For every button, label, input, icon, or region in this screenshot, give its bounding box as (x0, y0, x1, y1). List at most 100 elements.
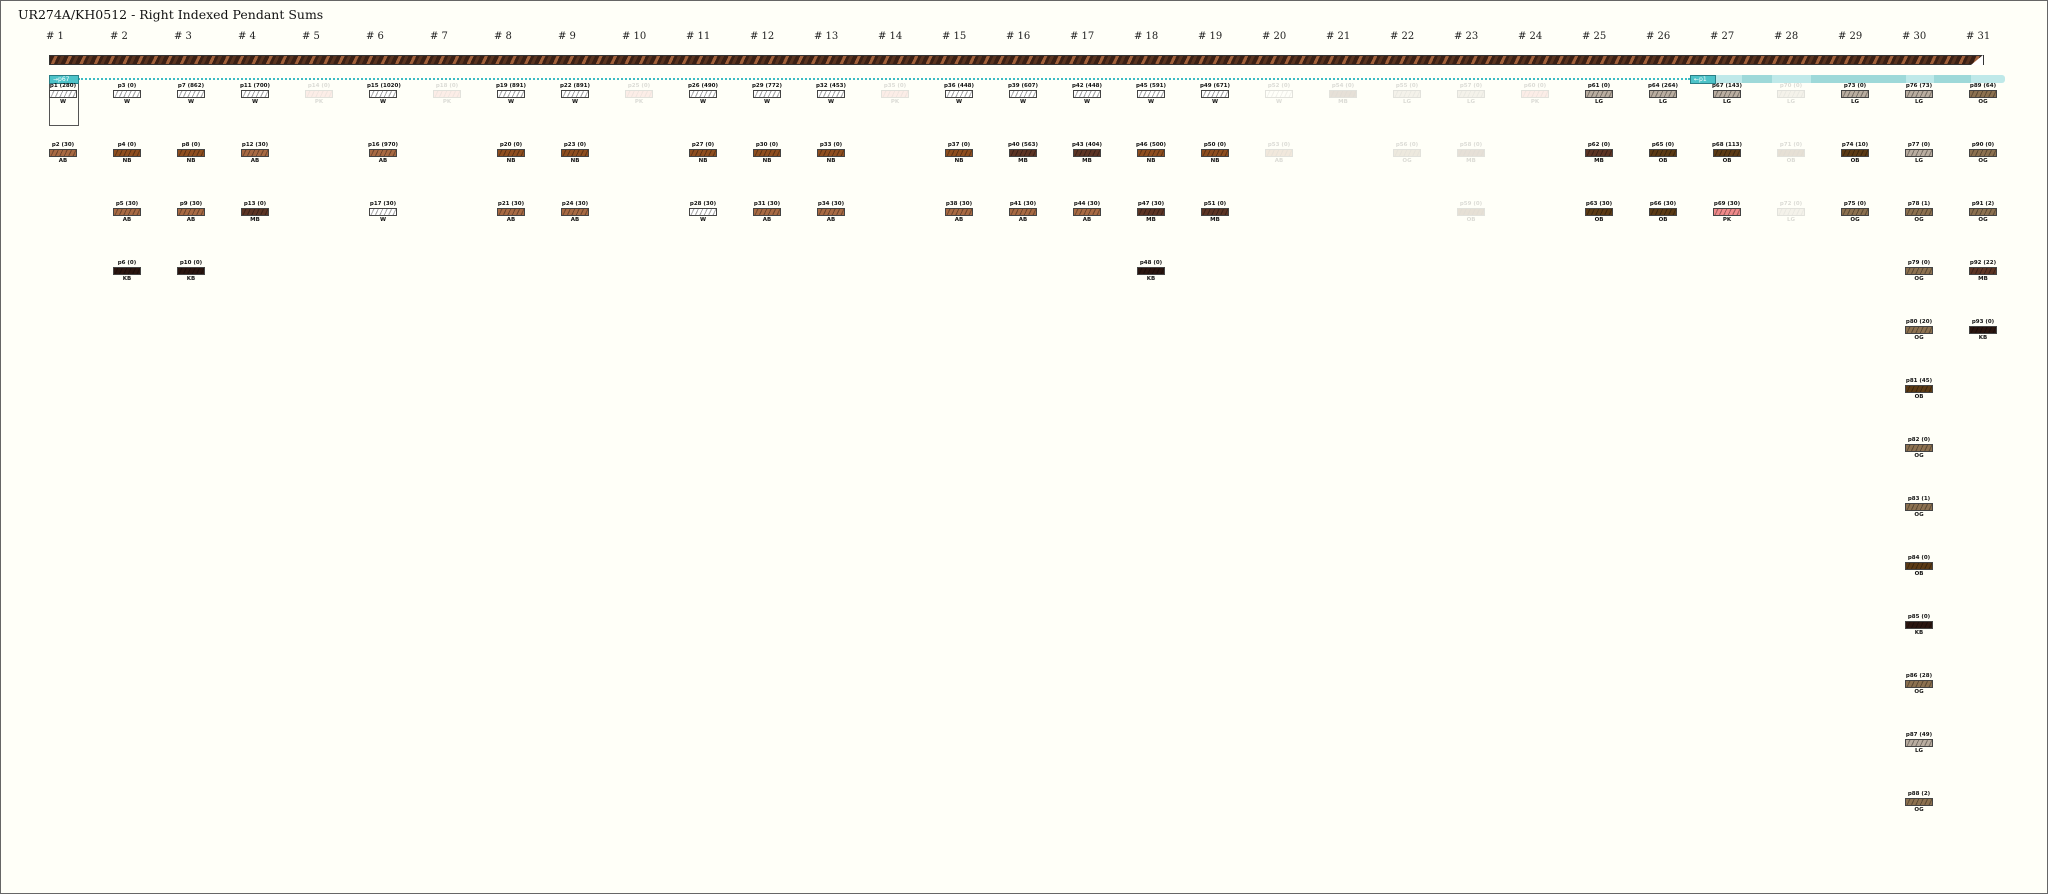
pendant-cord[interactable]: p3 (0) W (111, 83, 143, 106)
pendant-cord[interactable]: p51 (0) MB (1199, 201, 1231, 224)
pendant-cord[interactable]: p78 (1) OG (1903, 201, 1935, 224)
pendant-cord[interactable]: p71 (0) OB (1775, 142, 1807, 165)
pendant-cord[interactable]: p58 (0) MB (1455, 142, 1487, 165)
pendant-cord[interactable]: p27 (0) NB (687, 142, 719, 165)
pendant-cord[interactable]: p7 (862) W (175, 83, 207, 106)
pendant-cord[interactable]: p93 (0) KB (1967, 319, 1999, 342)
pendant-cord[interactable]: p66 (30) OB (1647, 201, 1679, 224)
pendant-cord[interactable]: p55 (0) LG (1391, 83, 1423, 106)
pendant-cord[interactable]: p9 (30) AB (175, 201, 207, 224)
cord-group-header: # 8 (494, 31, 512, 42)
pendant-cord[interactable]: p83 (1) OG (1903, 496, 1935, 519)
pendant-cord[interactable]: p45 (591) W (1135, 83, 1167, 106)
pendant-cord[interactable]: p63 (30) OB (1583, 201, 1615, 224)
pendant-cord[interactable]: p25 (0) PK (623, 83, 655, 106)
pendant-cord[interactable]: p59 (0) OB (1455, 201, 1487, 224)
pendant-cord[interactable]: p79 (0) OG (1903, 260, 1935, 283)
pendant-cord[interactable]: p54 (0) MB (1327, 83, 1359, 106)
pendant-cord[interactable]: p49 (671) W (1199, 83, 1231, 106)
pendant-cord[interactable]: p43 (404) MB (1071, 142, 1103, 165)
pendant-cord[interactable]: p10 (0) KB (175, 260, 207, 283)
pendant-cord[interactable]: p36 (448) W (943, 83, 975, 106)
pendant-cord[interactable]: p68 (113) OB (1711, 142, 1743, 165)
pendant-cord[interactable]: p21 (30) AB (495, 201, 527, 224)
pendant-cord[interactable]: p32 (453) W (815, 83, 847, 106)
pendant-cord[interactable]: p56 (0) OG (1391, 142, 1423, 165)
pendant-cord[interactable]: p50 (0) NB (1199, 142, 1231, 165)
pendant-cord[interactable]: p81 (45) OB (1903, 378, 1935, 401)
pendant-cord[interactable]: p52 (0) W (1263, 83, 1295, 106)
pendant-cord[interactable]: p61 (0) LG (1583, 83, 1615, 106)
pendant-cord[interactable]: p74 (10) OB (1839, 142, 1871, 165)
pendant-cord[interactable]: p12 (30) AB (239, 142, 271, 165)
pendant-cord[interactable]: p64 (264) LG (1647, 83, 1679, 106)
pendant-cord[interactable]: p44 (30) AB (1071, 201, 1103, 224)
pendant-cord[interactable]: p73 (0) LG (1839, 83, 1871, 106)
pendant-cord[interactable]: p60 (0) PK (1519, 83, 1551, 106)
pendant-cord[interactable]: p72 (0) LG (1775, 201, 1807, 224)
link-from-p1[interactable]: ←p1 (1690, 75, 1716, 84)
pendant-cord[interactable]: p84 (0) OB (1903, 555, 1935, 578)
pendant-cord[interactable]: p18 (0) PK (431, 83, 463, 106)
pendant-cord[interactable]: p34 (30) AB (815, 201, 847, 224)
pendant-cord[interactable]: p76 (73) LG (1903, 83, 1935, 106)
pendant-cord[interactable]: p11 (700) W (239, 83, 271, 106)
pendant-cord[interactable]: p90 (0) OG (1967, 142, 1999, 165)
pendant-cord[interactable]: p46 (500) NB (1135, 142, 1167, 165)
pendant-cord[interactable]: p40 (563) MB (1007, 142, 1039, 165)
pendant-cord[interactable]: p4 (0) NB (111, 142, 143, 165)
pendant-cord[interactable]: p28 (30) W (687, 201, 719, 224)
pendant-cord[interactable]: p86 (28) OG (1903, 673, 1935, 696)
pendant-cord[interactable]: p67 (143) LG (1711, 83, 1743, 106)
pendant-cord[interactable]: p92 (22) MB (1967, 260, 1999, 283)
pendant-cord[interactable]: p85 (0) KB (1903, 614, 1935, 637)
pendant-cord[interactable]: p89 (64) OG (1967, 83, 1999, 106)
pendant-cord[interactable]: p15 (1020) W (367, 83, 401, 106)
pendant-cord[interactable]: p38 (30) AB (943, 201, 975, 224)
pendant-cord[interactable]: p57 (0) LG (1455, 83, 1487, 106)
pendant-cord[interactable]: p35 (0) PK (879, 83, 911, 106)
pendant-cord[interactable]: p41 (30) AB (1007, 201, 1039, 224)
pendant-cord[interactable]: p69 (30) PK (1711, 201, 1743, 224)
pendant-cord[interactable]: p42 (448) W (1071, 83, 1103, 106)
pendant-cord[interactable]: p17 (30) W (367, 201, 399, 224)
pendant-cord[interactable]: p62 (0) MB (1583, 142, 1615, 165)
cord-color-code: NB (570, 158, 580, 164)
pendant-cord[interactable]: p22 (891) W (559, 83, 591, 106)
pendant-cord[interactable]: p20 (0) NB (495, 142, 527, 165)
pendant-cord[interactable]: p23 (0) NB (559, 142, 591, 165)
pendant-cord[interactable]: p6 (0) KB (111, 260, 143, 283)
pendant-cord[interactable]: p19 (891) W (495, 83, 527, 106)
pendant-cord[interactable]: p75 (0) OG (1839, 201, 1871, 224)
pendant-cord[interactable]: p91 (2) OG (1967, 201, 1999, 224)
cord-color-code: W (955, 99, 963, 105)
pendant-cord[interactable]: p53 (0) AB (1263, 142, 1295, 165)
pendant-cord[interactable]: p2 (30) AB (47, 142, 79, 165)
link-to-p67[interactable]: →p67 (49, 75, 79, 84)
pendant-cord[interactable]: p29 (772) W (751, 83, 783, 106)
pendant-cord[interactable]: p37 (0) NB (943, 142, 975, 165)
pendant-cord[interactable]: p47 (30) MB (1135, 201, 1167, 224)
pendant-cord[interactable]: p26 (490) W (687, 83, 719, 106)
pendant-cord[interactable]: p77 (0) LG (1903, 142, 1935, 165)
pendant-cord[interactable]: p39 (607) W (1007, 83, 1039, 106)
pendant-cord[interactable]: p16 (970) AB (367, 142, 399, 165)
pendant-cord[interactable]: p33 (0) NB (815, 142, 847, 165)
pendant-cord[interactable]: p87 (49) LG (1903, 732, 1935, 755)
pendant-cord[interactable]: p82 (0) OG (1903, 437, 1935, 460)
pendant-cord[interactable]: p65 (0) OB (1647, 142, 1679, 165)
pendant-cord[interactable]: p88 (2) OG (1903, 791, 1935, 814)
pendant-cord[interactable]: p48 (0) KB (1135, 260, 1167, 283)
pendant-cord[interactable]: p70 (0) LG (1775, 83, 1807, 106)
pendant-cord[interactable]: p80 (20) OG (1903, 319, 1935, 342)
pendant-cord[interactable]: p24 (30) AB (559, 201, 591, 224)
pendant-cord[interactable]: p31 (30) AB (751, 201, 783, 224)
cord-color-bar (689, 90, 717, 98)
page-title: UR274A/KH0512 - Right Indexed Pendant Su… (18, 7, 324, 22)
pendant-cord[interactable]: p14 (0) PK (303, 83, 335, 106)
pendant-cord[interactable]: p30 (0) NB (751, 142, 783, 165)
pendant-cord[interactable]: p13 (0) MB (239, 201, 271, 224)
pendant-cord[interactable]: p1 (280) W (47, 83, 79, 106)
pendant-cord[interactable]: p8 (0) NB (175, 142, 207, 165)
pendant-cord[interactable]: p5 (30) AB (111, 201, 143, 224)
